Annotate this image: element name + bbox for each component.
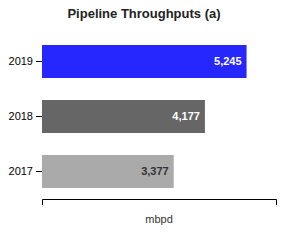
bar [42, 45, 247, 78]
data-labels: 5,245 4,177 3,377 [141, 55, 241, 177]
title: Pipeline Throughputs (a) [67, 6, 220, 21]
chart: Pipeline Throughputs (a) 2019 2018 2017 5,24… [0, 0, 288, 233]
data-label: 3,377 [141, 165, 169, 177]
data-label: 4,177 [172, 110, 200, 122]
bar [42, 100, 205, 133]
data-label: 5,245 [214, 55, 242, 67]
x-axis-title: mbpd [145, 213, 173, 225]
y-tick: 2017 [9, 165, 42, 177]
y-tick: 2018 [9, 110, 42, 122]
y-tick: 2019 [9, 55, 42, 67]
y-tick-mark [36, 61, 42, 62]
y-tick-label: 2019 [9, 55, 33, 67]
y-tick-label: 2018 [9, 110, 33, 122]
bar [42, 155, 174, 188]
x-axis [43, 200, 277, 206]
y-tick-label: 2017 [9, 165, 33, 177]
y-axis: 2019 2018 2017 [9, 55, 42, 177]
plot: 2019 2018 2017 5,245 4,177 3,377 [9, 45, 277, 205]
bars [42, 45, 247, 188]
y-tick-mark [36, 116, 42, 117]
y-tick-mark [36, 171, 42, 172]
x-axis-line [43, 200, 277, 206]
